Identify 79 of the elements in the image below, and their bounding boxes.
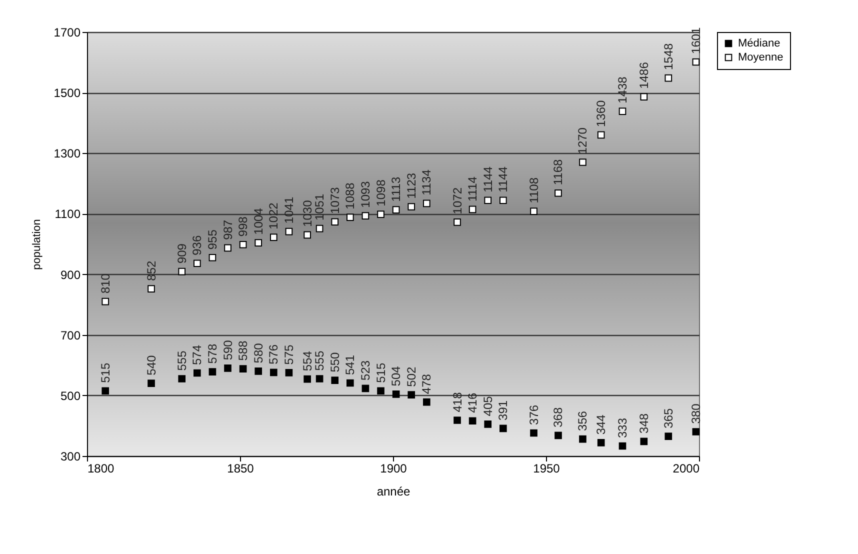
data-label: 541 [343,354,358,376]
x-tick-label: 1850 [227,462,254,476]
data-label: 1134 [420,169,434,196]
data-label: 478 [420,374,434,394]
data-label: 580 [251,342,266,364]
data-label: 1088 [343,182,358,210]
data-label: 333 [616,418,630,438]
data-label: 1360 [594,100,608,127]
data-label: 405 [480,396,495,416]
data-label: 909 [174,243,189,264]
y-axis-title: population [30,219,43,270]
data-label: 391 [496,400,510,420]
data-label: 416 [466,392,480,413]
data-label: 575 [282,344,296,365]
x-tick-label: 2000 [672,462,700,476]
data-label: 574 [190,344,204,366]
y-tick-label: 900 [60,268,81,282]
data-label: 576 [266,344,281,364]
data-label: 515 [374,362,388,383]
data-label: 376 [526,404,541,425]
data-label: 368 [551,407,566,428]
x-tick-label: 1900 [380,462,408,476]
data-label: 380 [688,403,703,424]
data-label: 810 [98,273,112,294]
x-tick-label: 1800 [88,462,115,476]
data-label: 1438 [616,76,630,104]
x-axis-title: année [376,484,411,498]
x-tick-label: 1950 [533,462,560,476]
data-label: 588 [236,340,250,361]
data-label: 1168 [551,158,566,186]
data-label: 1270 [576,127,590,154]
data-label: 1093 [358,180,372,208]
data-label: 998 [236,216,250,237]
data-label: 1108 [526,177,541,204]
data-label: 515 [98,362,112,383]
data-label: 550 [328,352,342,372]
data-label: 1051 [312,194,327,221]
data-label: 554 [300,350,314,372]
y-tick-label: 1500 [54,86,81,100]
data-label: 1072 [450,187,464,214]
data-label: 1114 [466,176,480,202]
data-label: 852 [144,260,158,281]
data-label: 1548 [661,43,676,70]
data-label: 987 [220,220,235,240]
data-label: 365 [661,408,676,428]
data-label: 578 [205,343,220,364]
y-tick-label: 700 [60,328,81,342]
y-tick-label: 1300 [54,146,81,161]
data-label: 555 [312,350,327,371]
y-tick-label: 500 [60,388,81,403]
y-tick-label: 1100 [54,207,81,222]
data-label: 1030 [300,200,314,227]
data-label: 523 [358,360,372,380]
data-label: 1113 [389,176,404,202]
y-tick-label: 1700 [54,26,81,40]
data-label: 504 [389,366,404,386]
data-label: 1098 [374,179,388,206]
y-tick-label: 300 [60,450,81,464]
legend-label: Médiane [738,38,780,50]
data-label: 1123 [404,172,418,199]
data-label: 936 [190,235,204,256]
data-label: 555 [174,350,189,371]
data-label: 590 [220,340,235,360]
data-label: 1486 [636,62,651,89]
data-label: 1041 [282,196,296,224]
data-label: 1004 [251,208,266,235]
data-label: 418 [450,392,464,412]
data-label: 356 [576,410,590,432]
data-label: 540 [144,354,158,376]
data-label: 344 [594,414,608,435]
data-label: 1073 [328,186,342,214]
data-label: 955 [205,229,220,250]
data-label: 1601 [688,26,703,54]
data-label: 1144 [480,166,495,192]
data-label: 348 [636,413,651,434]
data-label: 1144 [496,166,510,192]
data-label: 502 [404,366,418,387]
legend-label: Moyenne [738,52,784,64]
data-label: 1022 [266,202,281,230]
